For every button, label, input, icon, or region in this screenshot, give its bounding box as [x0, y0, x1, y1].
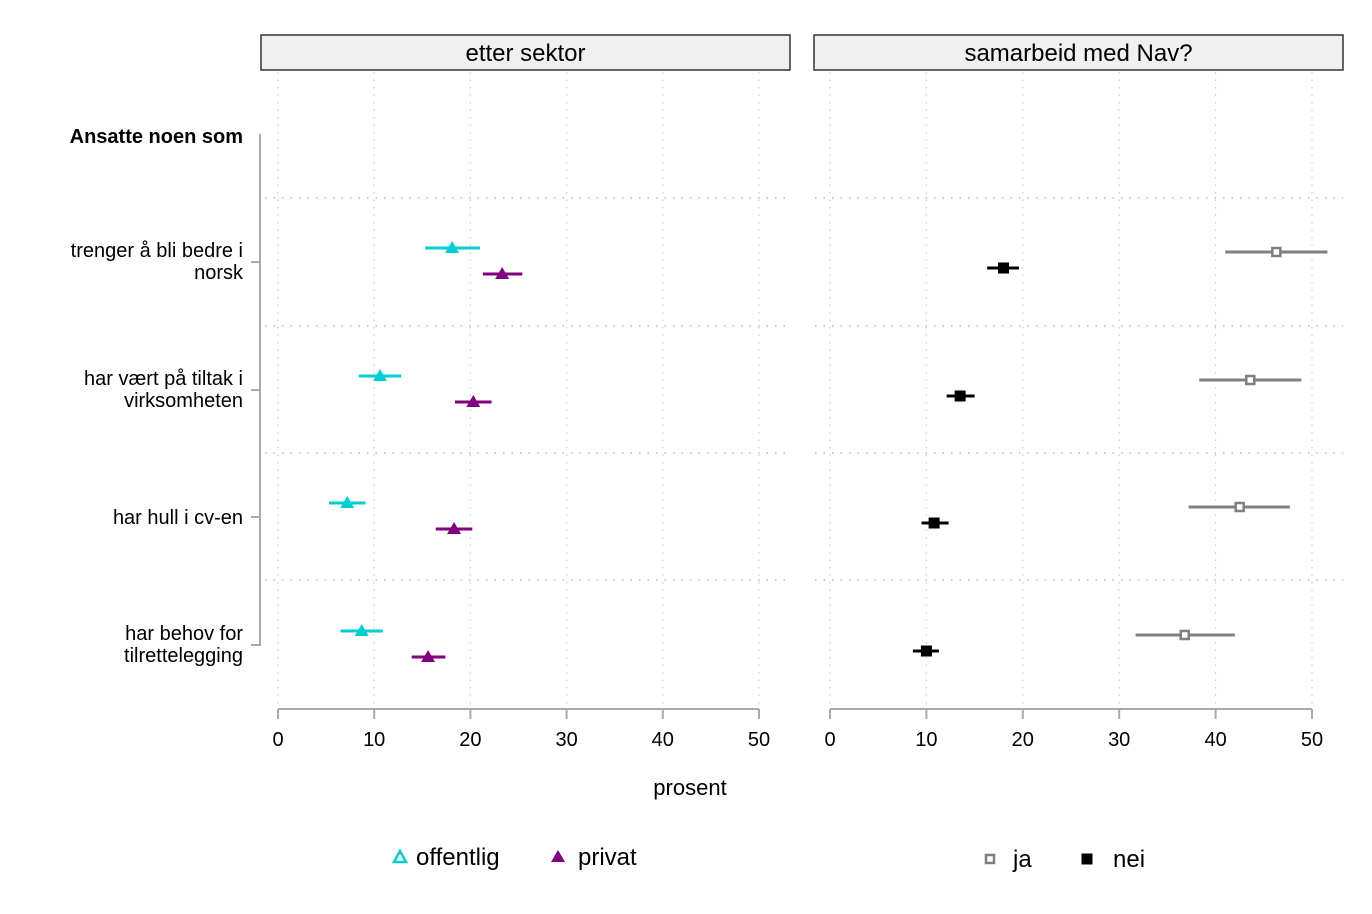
legend-label: ja — [1012, 846, 1032, 873]
y-axis-header: Ansatte noen som — [70, 126, 243, 148]
x-tick-label: 30 — [1108, 729, 1130, 751]
legend-marker-icon — [551, 850, 565, 862]
gridlines — [265, 72, 1343, 705]
series-nei — [912, 262, 1019, 657]
x-axes: 0 10 20 30 40 50 0 10 20 30 40 50 — [272, 708, 1323, 751]
data-point — [920, 645, 932, 657]
x-tick-label: 10 — [363, 729, 385, 751]
data-point — [928, 517, 940, 529]
legend-item-nei: nei — [1081, 846, 1145, 873]
panel-strip-title: samarbeid med Nav? — [964, 40, 1192, 67]
series-offentlig — [328, 241, 481, 636]
x-tick-label: 50 — [748, 729, 770, 751]
y-category-label: norsk — [194, 262, 244, 284]
x-tick-label: 10 — [915, 729, 937, 751]
x-tick-label: 0 — [272, 729, 283, 751]
x-tick-label: 20 — [1012, 729, 1034, 751]
legend-marker-icon — [1081, 853, 1093, 865]
x-tick-label: 50 — [1301, 729, 1323, 751]
legend-label: nei — [1113, 846, 1145, 873]
panel-strips: etter sektor samarbeid med Nav? — [260, 34, 1344, 71]
y-category-label: har behov for — [125, 623, 243, 645]
data-point — [421, 650, 436, 662]
panel-strip-box — [260, 34, 791, 71]
data-marks — [328, 241, 1328, 662]
x-tick-label: 30 — [555, 729, 577, 751]
series-ja — [1135, 246, 1328, 641]
data-point — [447, 522, 462, 534]
data-point — [495, 267, 510, 279]
data-point — [1271, 246, 1282, 258]
data-point — [954, 390, 966, 402]
series-privat — [411, 267, 523, 662]
y-category-label: virksomheten — [124, 390, 243, 412]
y-axis: Ansatte noen som trenger å bli bedre ino… — [70, 126, 261, 667]
data-point — [1245, 374, 1256, 386]
legends: offentlig privat ja nei — [391, 844, 1145, 873]
legend-label: offentlig — [416, 844, 500, 871]
legend-marker-icon — [984, 853, 996, 865]
legend-label: privat — [578, 844, 637, 871]
x-axis-title: prosent — [653, 775, 726, 800]
panel-strip-title: etter sektor — [465, 40, 585, 67]
x-tick-label: 0 — [824, 729, 835, 751]
data-point — [445, 241, 460, 253]
data-point — [1179, 629, 1191, 641]
y-category-label: har hull i cv-en — [113, 507, 243, 529]
data-point — [372, 369, 387, 381]
x-tick-label: 40 — [652, 729, 674, 751]
data-point — [340, 496, 355, 508]
x-tick-label: 40 — [1204, 729, 1226, 751]
y-category-label: trenger å bli bedre i — [71, 240, 243, 262]
legend-item-privat: privat — [551, 844, 637, 871]
data-point — [466, 395, 481, 407]
legend-marker-icon — [391, 848, 409, 864]
panel-strip-box — [813, 34, 1344, 71]
y-category-label: har vært på tiltak i — [84, 368, 243, 390]
legend-item-ja: ja — [984, 846, 1032, 873]
data-point — [998, 262, 1010, 274]
y-category-label: tilrettelegging — [124, 645, 243, 667]
data-point — [354, 624, 369, 636]
legend-item-offentlig: offentlig — [391, 844, 500, 871]
x-tick-label: 20 — [459, 729, 481, 751]
data-point — [1234, 501, 1245, 513]
